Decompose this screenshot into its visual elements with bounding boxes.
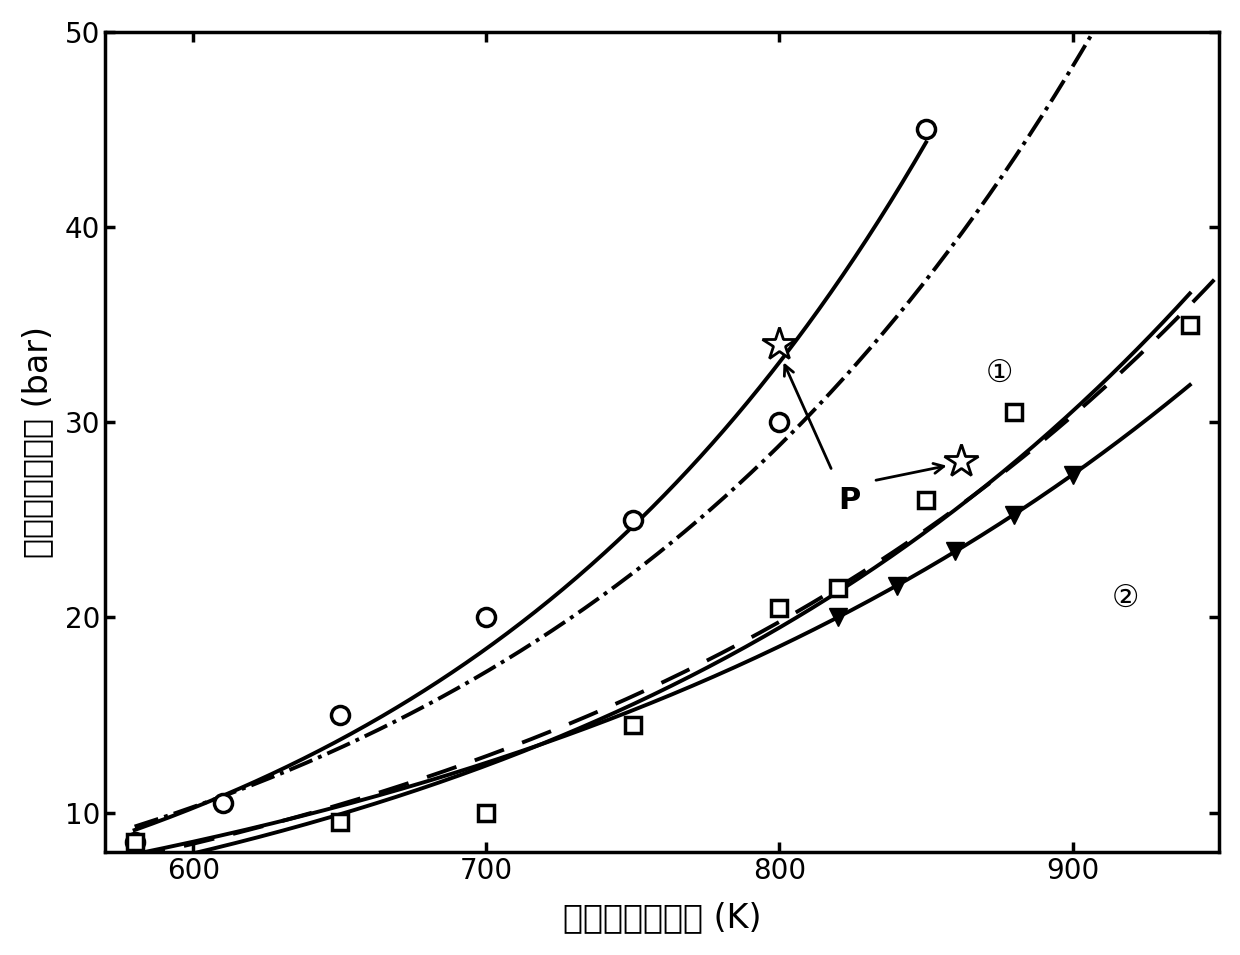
Text: ①: ①	[986, 359, 1013, 388]
X-axis label: 压缩上止点温度 (K): 压缩上止点温度 (K)	[563, 902, 761, 934]
Text: ②: ②	[1112, 584, 1140, 612]
Y-axis label: 压缩上止点压力 (bar): 压缩上止点压力 (bar)	[21, 326, 53, 558]
Text: P: P	[838, 486, 861, 515]
